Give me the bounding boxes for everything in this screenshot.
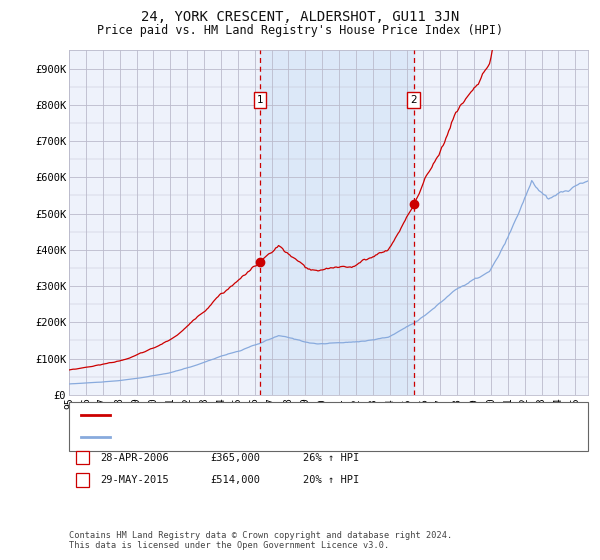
Text: 1: 1 <box>80 452 86 463</box>
Text: 1: 1 <box>257 95 263 105</box>
Bar <box>260 50 413 395</box>
Text: 2: 2 <box>410 95 417 105</box>
Text: 2: 2 <box>80 475 86 485</box>
Text: 24, YORK CRESCENT, ALDERSHOT, GU11 3JN: 24, YORK CRESCENT, ALDERSHOT, GU11 3JN <box>141 10 459 24</box>
Text: Price paid vs. HM Land Registry's House Price Index (HPI): Price paid vs. HM Land Registry's House … <box>97 24 503 36</box>
Text: 29-MAY-2015: 29-MAY-2015 <box>100 475 169 485</box>
Text: 20% ↑ HPI: 20% ↑ HPI <box>303 475 359 485</box>
Text: Contains HM Land Registry data © Crown copyright and database right 2024.
This d: Contains HM Land Registry data © Crown c… <box>69 530 452 550</box>
Text: 24, YORK CRESCENT, ALDERSHOT, GU11 3JN (detached house): 24, YORK CRESCENT, ALDERSHOT, GU11 3JN (… <box>114 410 444 420</box>
Text: £514,000: £514,000 <box>210 475 260 485</box>
Text: 26% ↑ HPI: 26% ↑ HPI <box>303 452 359 463</box>
Text: 28-APR-2006: 28-APR-2006 <box>100 452 169 463</box>
Text: £365,000: £365,000 <box>210 452 260 463</box>
Text: HPI: Average price, detached house, Rushmoor: HPI: Average price, detached house, Rush… <box>114 432 378 442</box>
